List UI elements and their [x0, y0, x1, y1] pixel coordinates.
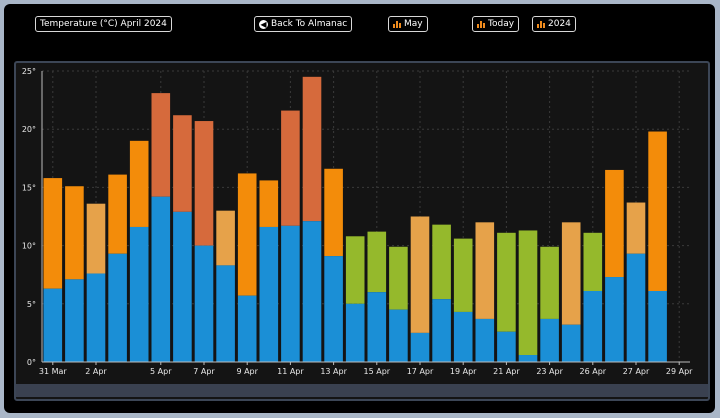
bar-min-segment [583, 290, 603, 362]
bar-max-segment [540, 246, 559, 319]
bar-max-segment [302, 76, 322, 222]
bar-max-segment [216, 210, 235, 266]
bar-min-segment [259, 226, 279, 362]
x-tick-label: 21 Apr [493, 367, 520, 376]
app-frame: Temperature (°C) April 2024 ◀ Back To Al… [4, 4, 715, 413]
bar-min-segment [194, 245, 214, 362]
temperature-chart: 0° 5° 10° 15° 20° 25° 31 Mar 2 Apr 5 Apr 7 Apr 9 A… [22, 67, 693, 376]
bar-max-segment [518, 230, 538, 356]
bar-min-segment [432, 299, 451, 362]
y-tick-label: 25° [22, 67, 36, 76]
bar-min-segment [216, 265, 235, 362]
toolbar: Temperature (°C) April 2024 ◀ Back To Al… [4, 4, 715, 54]
bar-min-segment [453, 311, 473, 362]
bar-max-segment [367, 231, 387, 293]
may-button[interactable]: May [388, 16, 428, 32]
bar-min-segment [302, 221, 322, 362]
bar-max-segment [626, 202, 646, 254]
bar-min-segment [86, 273, 106, 362]
x-tick-label: 7 Apr [193, 367, 215, 376]
bar-min-segment [518, 355, 538, 362]
bar-max-segment [108, 174, 127, 254]
bar-min-segment [345, 303, 365, 362]
x-tick-label: 2 Apr [85, 367, 107, 376]
year-label: 2024 [548, 19, 571, 29]
bar-max-segment [151, 93, 171, 197]
may-label: May [404, 19, 423, 29]
x-tick-label: 26 Apr [580, 367, 607, 376]
bar-max-segment [173, 115, 192, 212]
bar-min-segment [151, 196, 171, 362]
bar-min-segment [129, 226, 149, 362]
bar-chart-icon [477, 20, 485, 28]
x-tick-label: 13 Apr [320, 367, 347, 376]
bar-min-segment [497, 331, 516, 362]
bar-min-segment [475, 318, 495, 362]
bar-max-segment [583, 232, 603, 291]
bar-max-segment [410, 216, 430, 333]
bar-min-segment [43, 288, 63, 362]
bar-max-segment [453, 238, 473, 312]
bar-max-segment [259, 180, 279, 227]
x-tick-label: 31 Mar [39, 367, 68, 376]
today-label: Today [488, 19, 515, 29]
chart-title-label: Temperature (°C) April 2024 [40, 19, 167, 29]
bar-min-segment [561, 324, 581, 362]
bar-chart-icon [393, 20, 401, 28]
x-tick-label: 5 Apr [150, 367, 172, 376]
year-button[interactable]: 2024 [532, 16, 576, 32]
chart-title-button[interactable]: Temperature (°C) April 2024 [35, 16, 172, 32]
back-circle-icon: ◀ [259, 19, 268, 29]
bar-min-segment [173, 211, 192, 362]
bar-min-segment [605, 277, 624, 362]
bar-max-segment [648, 131, 667, 291]
x-tick-label: 19 Apr [450, 367, 477, 376]
x-tick-label: 23 Apr [536, 367, 563, 376]
back-to-almanac-button[interactable]: ◀ Back To Almanac [254, 16, 353, 32]
bar-max-segment [43, 178, 63, 289]
bar-min-segment [389, 309, 408, 362]
bar-max-segment [194, 121, 214, 246]
bar-min-segment [410, 332, 430, 362]
x-tick-label: 15 Apr [364, 367, 391, 376]
bar-max-segment [561, 222, 581, 325]
y-tick-label: 15° [22, 183, 36, 192]
bar-max-segment [475, 222, 495, 319]
bar-max-segment [432, 224, 451, 300]
bar-max-segment [497, 232, 516, 332]
bar-min-segment [648, 290, 667, 362]
bar-min-segment [626, 253, 646, 362]
bar-min-segment [324, 256, 343, 362]
bar-min-segment [108, 253, 127, 362]
back-label: Back To Almanac [271, 19, 348, 29]
bar-max-segment [345, 236, 365, 304]
bar-min-segment [281, 225, 300, 362]
bar-min-segment [65, 279, 84, 362]
y-tick-label: 20° [22, 125, 36, 134]
bar-max-segment [324, 168, 343, 257]
bar-max-segment [86, 203, 106, 274]
bar-max-segment [65, 186, 84, 280]
bar-max-segment [129, 140, 149, 227]
bar-min-segment [367, 292, 387, 362]
bar-min-segment [237, 295, 257, 362]
x-tick-label: 17 Apr [407, 367, 434, 376]
y-tick-label: 5° [27, 300, 36, 309]
bar-max-segment [605, 169, 624, 278]
chart-panel-footer [16, 384, 708, 397]
x-tick-label: 11 Apr [277, 367, 304, 376]
bar-max-segment [281, 110, 300, 226]
x-tick-label: 29 Apr [666, 367, 693, 376]
x-tick-label: 9 Apr [236, 367, 258, 376]
x-tick-label: 27 Apr [623, 367, 650, 376]
bar-max-segment [389, 246, 408, 310]
bar-min-segment [540, 318, 559, 362]
bar-max-segment [237, 173, 257, 296]
y-tick-label: 0° [27, 358, 36, 367]
y-tick-label: 10° [22, 242, 36, 251]
today-button[interactable]: Today [472, 16, 520, 32]
bar-chart-icon [537, 20, 545, 28]
